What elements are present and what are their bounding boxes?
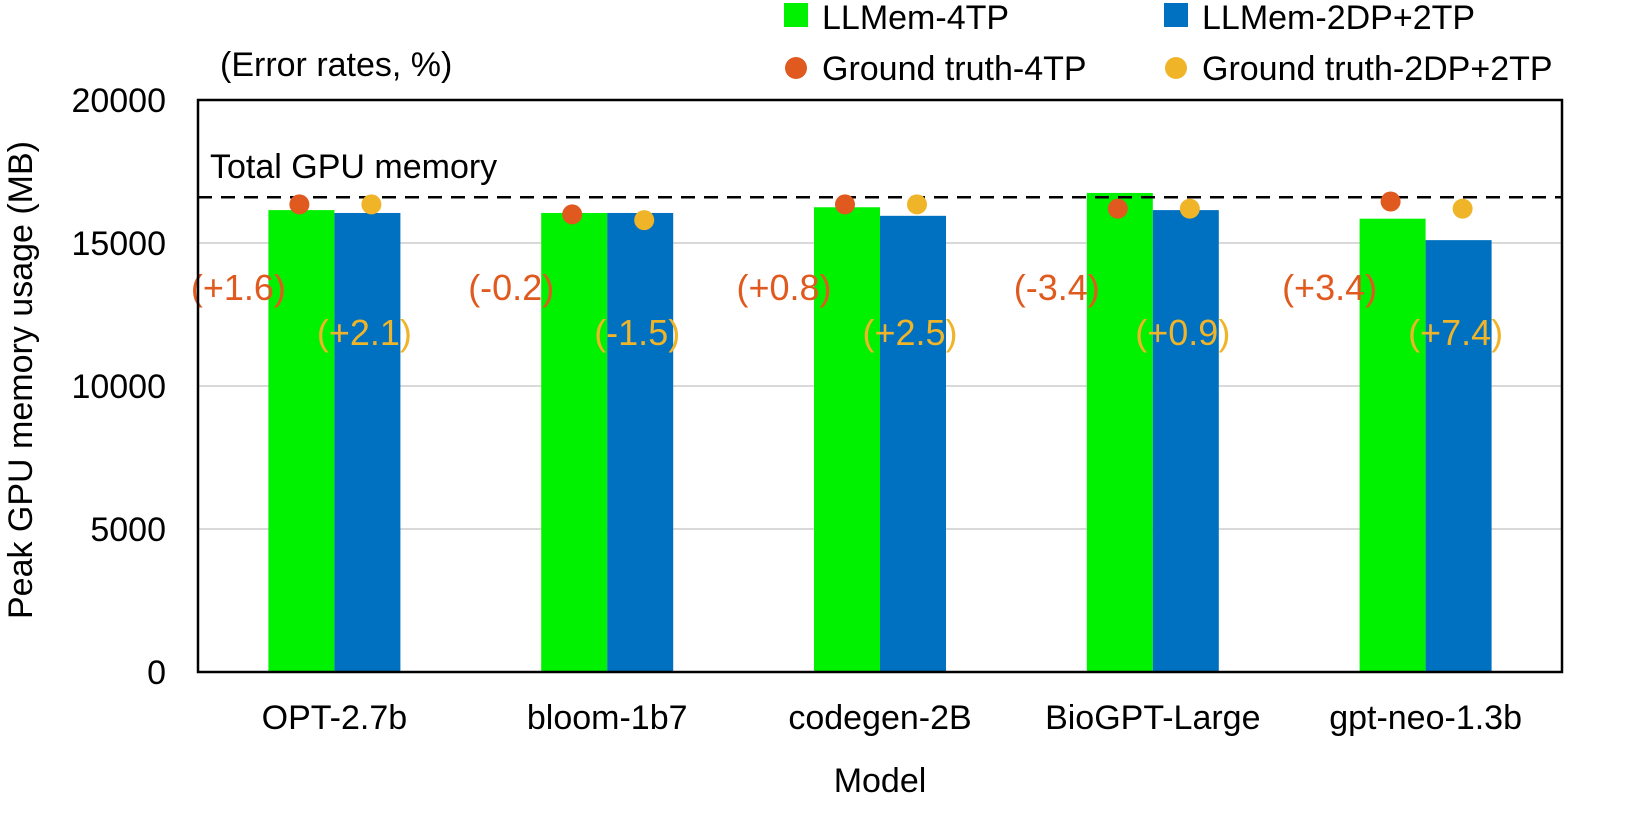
point-ground-truth-4tp xyxy=(562,204,583,225)
x-tick-label: bloom-1b7 xyxy=(527,699,688,737)
legend-label: Ground truth-4TP xyxy=(822,50,1087,88)
x-tick-label: OPT-2.7b xyxy=(262,699,408,737)
error-rate-label: (+2.1) xyxy=(317,312,412,353)
error-rate-label: (+2.5) xyxy=(862,312,957,353)
y-axis-ticks: 0 5000 10000 15000 20000 xyxy=(71,82,166,692)
bar-llmem-2dp-2tp xyxy=(607,212,674,672)
point-ground-truth-4tp xyxy=(1380,191,1401,212)
error-rate-label: (-0.2) xyxy=(468,267,554,308)
points xyxy=(289,191,1473,231)
bar-llmem-4tp xyxy=(1359,218,1426,672)
bar-llmem-2dp-2tp xyxy=(880,215,946,672)
legend-swatch xyxy=(784,3,808,27)
y-axis-label: Peak GPU memory usage (MB) xyxy=(2,141,40,619)
bar-llmem-4tp xyxy=(541,212,608,672)
bar-llmem-2dp-2tp xyxy=(1152,210,1219,673)
bar-llmem-4tp xyxy=(814,207,880,672)
bar-llmem-4tp xyxy=(1086,192,1153,672)
point-ground-truth-2dp-2tp xyxy=(1179,198,1200,219)
point-ground-truth-2dp-2tp xyxy=(907,194,927,215)
legend-marker xyxy=(1165,57,1187,79)
x-tick-label: codegen-2B xyxy=(788,699,971,737)
y-tick-label: 0 xyxy=(147,654,166,692)
point-ground-truth-4tp xyxy=(289,194,310,215)
legend-swatch xyxy=(1164,3,1188,27)
point-ground-truth-2dp-2tp xyxy=(1452,198,1473,219)
error-rate-label: (+3.4) xyxy=(1282,267,1377,308)
y-tick-label: 5000 xyxy=(90,511,166,549)
x-tick-label: BioGPT-Large xyxy=(1045,699,1260,737)
error-rate-label: (+0.9) xyxy=(1135,312,1230,353)
point-ground-truth-2dp-2tp xyxy=(361,194,382,215)
x-axis-ticks: OPT-2.7b bloom-1b7 codegen-2B BioGPT-Large g… xyxy=(262,699,1522,737)
point-ground-truth-4tp xyxy=(1107,198,1128,219)
legend-label: Ground truth-2DP+2TP xyxy=(1202,50,1553,88)
legend-label: LLMem-4TP xyxy=(822,0,1009,37)
point-ground-truth-2dp-2tp xyxy=(634,210,655,231)
error-rate-label: (+7.4) xyxy=(1408,312,1503,353)
bar-llmem-4tp xyxy=(268,210,335,673)
y-tick-label: 15000 xyxy=(71,225,166,263)
error-rate-labels: (+1.6) (+2.1) (-0.2) (-1.5) (+0.8) (+2.5) (-3.… xyxy=(191,267,1503,353)
x-tick-label: gpt-neo-1.3b xyxy=(1329,699,1522,737)
bars xyxy=(268,192,1492,673)
legend-label: LLMem-2DP+2TP xyxy=(1202,0,1475,37)
x-axis-label: Model xyxy=(834,762,927,800)
y-tick-label: 20000 xyxy=(71,82,166,120)
legend-marker xyxy=(785,57,807,79)
error-rate-label: (+1.6) xyxy=(191,267,286,308)
point-ground-truth-4tp xyxy=(835,194,855,215)
error-rate-label: (-1.5) xyxy=(594,312,680,353)
reference-line: Total GPU memory xyxy=(198,148,1562,199)
plot-frame xyxy=(196,98,1564,674)
total-gpu-memory-label: Total GPU memory xyxy=(210,148,497,186)
error-rate-label: (+0.8) xyxy=(736,267,831,308)
error-rate-label: (-3.4) xyxy=(1014,267,1100,308)
bar-llmem-2dp-2tp xyxy=(334,212,401,672)
legend: LLMem-4TP LLMem-2DP+2TP Ground truth-4TP Gr… xyxy=(784,0,1553,88)
y-tick-label: 10000 xyxy=(71,368,166,406)
error-rates-note: (Error rates, %) xyxy=(220,46,452,84)
bar-llmem-2dp-2tp xyxy=(1425,240,1492,672)
